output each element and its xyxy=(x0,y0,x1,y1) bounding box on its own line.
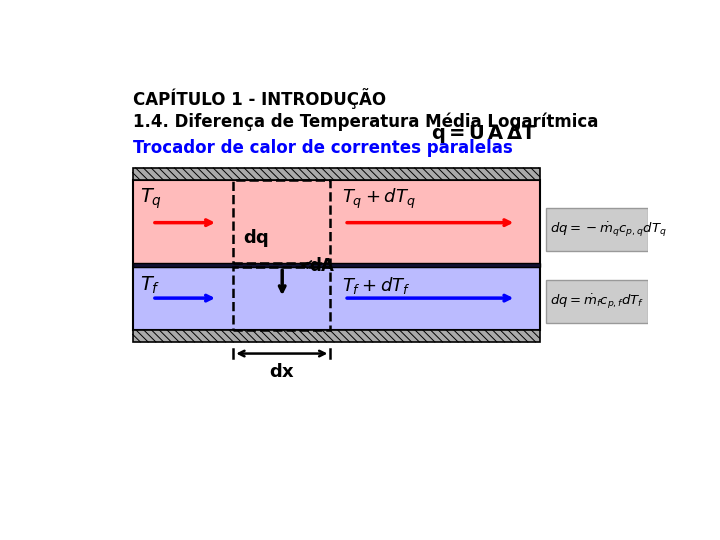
FancyBboxPatch shape xyxy=(546,208,648,251)
Text: $dq = -\dot{m}_q c_{p,q} dT_q$: $dq = -\dot{m}_q c_{p,q} dT_q$ xyxy=(550,220,667,239)
Text: $dq = \dot{m}_f c_{p,f} dT_f$: $dq = \dot{m}_f c_{p,f} dT_f$ xyxy=(550,292,644,310)
Text: $T_q$: $T_q$ xyxy=(140,186,163,211)
Text: $T_f + dT_f$: $T_f + dT_f$ xyxy=(342,275,410,296)
Text: $T_f$: $T_f$ xyxy=(140,275,161,296)
Text: $T_q + dT_q$: $T_q + dT_q$ xyxy=(342,186,415,211)
Text: $\mathbf{dx}$: $\mathbf{dx}$ xyxy=(269,363,295,381)
FancyBboxPatch shape xyxy=(546,280,648,323)
Bar xyxy=(132,264,539,267)
Bar xyxy=(132,180,539,265)
Text: $\mathbf{q = U\,A\,\Delta T}$: $\mathbf{q = U\,A\,\Delta T}$ xyxy=(431,123,536,145)
Bar xyxy=(132,330,539,342)
Bar xyxy=(233,180,330,264)
Text: Trocador de calor de correntes paralelas: Trocador de calor de correntes paralelas xyxy=(132,139,513,158)
Text: 1.4. Diferença de Temperatura Média Logarítmica: 1.4. Diferença de Temperatura Média Loga… xyxy=(132,112,598,131)
Bar xyxy=(132,168,539,180)
Text: CAPÍTULO 1 - INTRODUÇÃO: CAPÍTULO 1 - INTRODUÇÃO xyxy=(132,88,386,109)
Bar xyxy=(233,267,330,330)
Bar xyxy=(132,267,539,330)
Text: $\mathbf{dA}$: $\mathbf{dA}$ xyxy=(310,257,336,275)
Text: $\mathbf{dq}$: $\mathbf{dq}$ xyxy=(243,227,269,249)
